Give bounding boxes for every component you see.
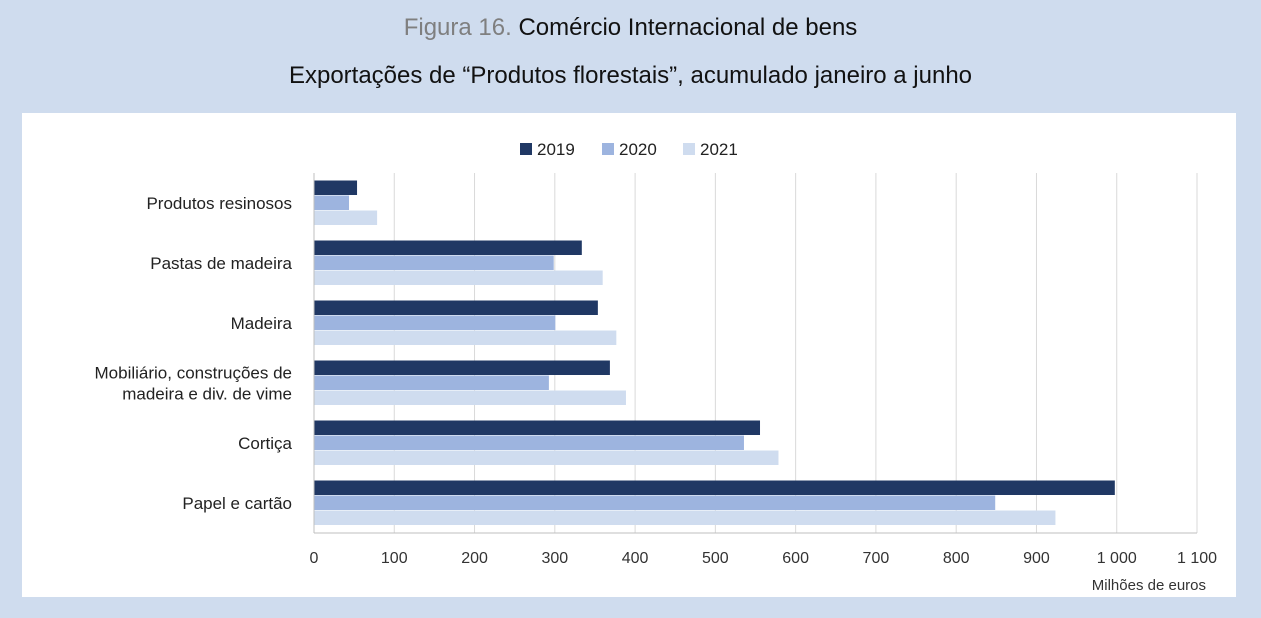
legend-label-2020: 2020 bbox=[619, 140, 657, 159]
x-tick-label: 700 bbox=[863, 550, 890, 567]
x-tick-label: 600 bbox=[782, 550, 809, 567]
bar-2019 bbox=[314, 180, 358, 195]
x-tick-label: 200 bbox=[461, 550, 488, 567]
bar-chart: 0 100 200 300 400 500 600 700 800 900 1 000 1 100 Mi… bbox=[95, 140, 1218, 594]
category-label: madeira e div. de vime bbox=[122, 385, 292, 404]
bar-2019 bbox=[314, 480, 1115, 495]
bar-2020 bbox=[314, 375, 549, 390]
legend-label-2021: 2021 bbox=[700, 140, 738, 159]
bar-2019 bbox=[314, 240, 582, 255]
x-tick-label: 800 bbox=[943, 550, 970, 567]
x-tick-label: 300 bbox=[541, 550, 568, 567]
category-label: Produtos resinosos bbox=[146, 194, 292, 213]
category-label: Papel e cartão bbox=[182, 494, 292, 513]
bar-2020 bbox=[314, 435, 744, 450]
bar-2019 bbox=[314, 300, 598, 315]
x-tick-label: 900 bbox=[1023, 550, 1050, 567]
legend-swatch-2019 bbox=[520, 143, 532, 155]
figure-title: Figura 16. Comércio Internacional de ben… bbox=[0, 14, 1261, 42]
bar-2021 bbox=[314, 210, 378, 225]
x-tick-label: 1 000 bbox=[1097, 550, 1137, 567]
x-tick-label: 1 100 bbox=[1177, 550, 1217, 567]
x-axis-label: Milhões de euros bbox=[1092, 577, 1206, 594]
x-tick-label: 400 bbox=[622, 550, 649, 567]
legend-swatch-2021 bbox=[683, 143, 695, 155]
bar-2020 bbox=[314, 495, 996, 510]
category-label: Pastas de madeira bbox=[150, 254, 292, 273]
bar-2021 bbox=[314, 450, 779, 465]
bar-2020 bbox=[314, 195, 350, 210]
bar-2019 bbox=[314, 420, 761, 435]
legend-label-2019: 2019 bbox=[537, 140, 575, 159]
bar-2021 bbox=[314, 330, 617, 345]
category-label: Madeira bbox=[231, 314, 293, 333]
category-label: Mobiliário, construções de bbox=[95, 364, 292, 383]
bar-2021 bbox=[314, 390, 626, 405]
legend-swatch-2020 bbox=[602, 143, 614, 155]
bar-2021 bbox=[314, 270, 603, 285]
bar-2020 bbox=[314, 255, 554, 270]
bar-2019 bbox=[314, 360, 610, 375]
category-label: Cortiça bbox=[238, 434, 292, 453]
x-tick-label: 100 bbox=[381, 550, 408, 567]
bar-2020 bbox=[314, 315, 556, 330]
figure-label: Figura 16. bbox=[403, 14, 512, 41]
figure-title-main: Comércio Internacional de bens bbox=[518, 14, 858, 41]
bar-2021 bbox=[314, 510, 1056, 525]
x-tick-label: 500 bbox=[702, 550, 729, 567]
figure-subtitle: Exportações de “Produtos florestais”, ac… bbox=[288, 62, 973, 89]
chart-panel: 0 100 200 300 400 500 600 700 800 900 1 000 1 100 Mi… bbox=[22, 113, 1236, 597]
x-tick-label: 0 bbox=[310, 550, 319, 567]
